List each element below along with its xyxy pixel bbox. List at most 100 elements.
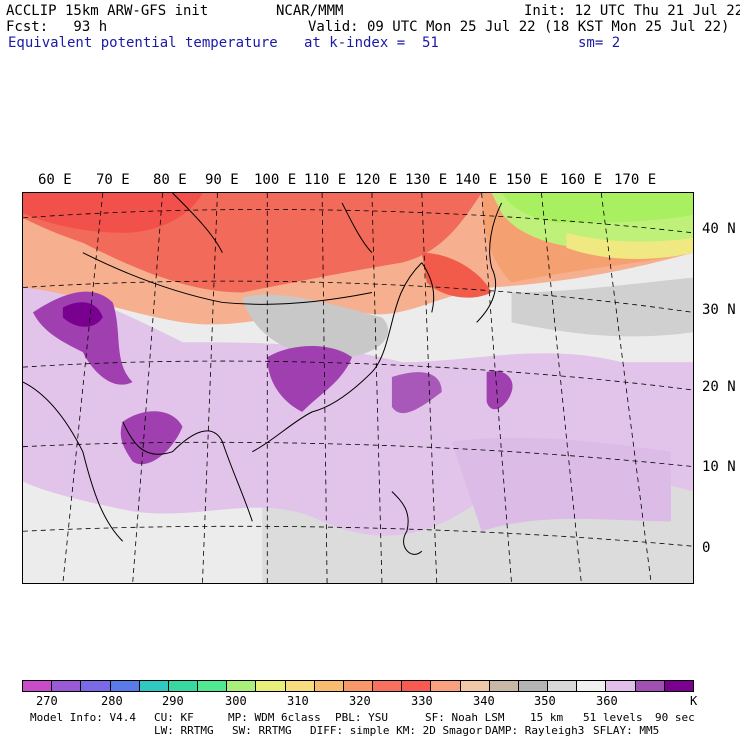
colorbar-swatch	[664, 681, 693, 691]
colorbar-swatch	[635, 681, 665, 691]
colorbar-swatch	[343, 681, 374, 691]
shortwave-scheme: SW: RRTMG	[232, 724, 292, 737]
valid-time: Valid: 09 UTC Mon 25 Jul 22 (18 KST Mon …	[308, 19, 730, 35]
colorbar-swatch	[227, 681, 257, 691]
k-index: at k-index = 51	[304, 35, 439, 51]
colorbar	[22, 680, 694, 692]
colorbar-tick: 310	[287, 694, 309, 708]
lon-label: 120 E	[355, 172, 398, 188]
colorbar-tick: 280	[101, 694, 123, 708]
lon-label: 130 E	[405, 172, 448, 188]
colorbar-tick: 350	[534, 694, 556, 708]
organization: NCAR/MMM	[276, 3, 344, 19]
lon-label: 160 E	[560, 172, 603, 188]
convection-bay-bengal	[120, 411, 183, 465]
meridian-150e	[541, 193, 582, 583]
resolution: 15 km	[530, 711, 564, 724]
colorbar-tick: 340	[473, 694, 495, 708]
lat-label: 40 N	[702, 221, 736, 237]
meridian-130e	[421, 193, 438, 583]
init-time: Init: 12 UTC Thu 21 Jul 22	[524, 3, 740, 19]
philippines-coast	[391, 491, 423, 555]
model-info: Model Info: V4.4	[30, 711, 136, 724]
colorbar-swatch	[577, 681, 607, 691]
colorbar-swatch	[606, 681, 636, 691]
lon-label: 60 E	[38, 172, 72, 188]
lon-label: 70 E	[96, 172, 130, 188]
colorbar-swatch	[285, 681, 315, 691]
colorbar-swatch	[139, 681, 169, 691]
lon-label: 110 E	[304, 172, 347, 188]
convection-pacific	[486, 370, 513, 410]
colorbar-swatch	[518, 681, 549, 691]
colorbar-swatch	[489, 681, 519, 691]
colorbar-tick: 290	[162, 694, 184, 708]
colorbar-tick: 300	[225, 694, 247, 708]
lat-label: 0	[702, 540, 711, 556]
parallel-10n	[23, 441, 693, 467]
coastline-asia	[23, 262, 423, 542]
colorbar-swatch	[460, 681, 490, 691]
diffusion-scheme: DIFF: simple KM: 2D Smagor	[310, 724, 483, 737]
lat-label: 20 N	[702, 379, 736, 395]
colorbar-swatch	[373, 681, 403, 691]
colorbar-swatch	[314, 681, 344, 691]
lon-label: 100 E	[254, 172, 297, 188]
convection-himalaya-core	[62, 302, 103, 327]
vertical-levels: 51 levels	[583, 711, 643, 724]
smoothing: sm= 2	[578, 35, 621, 51]
map-panel	[22, 192, 694, 584]
parallel-40n	[23, 209, 693, 234]
colorbar-tick: 360	[596, 694, 618, 708]
colorbar-swatch	[402, 681, 432, 691]
japan-coast	[476, 202, 503, 323]
lon-label: 170 E	[614, 172, 657, 188]
surface-layer-scheme: SFLAY: MM5	[593, 724, 660, 737]
colorbar-swatch	[110, 681, 140, 691]
lat-label: 30 N	[702, 302, 736, 318]
colorbar-swatch	[431, 681, 461, 691]
colorbar-tick: 320	[349, 694, 371, 708]
japan-sea-red	[421, 252, 492, 298]
cold-yellow-edge	[566, 232, 693, 259]
pacific-grey	[511, 277, 693, 337]
meridian-90e	[202, 193, 218, 583]
convection-himalaya	[32, 291, 133, 385]
model-title: ACCLIP 15km ARW-GFS init	[6, 3, 209, 19]
meridian-160e	[600, 193, 652, 583]
pacific-lavender	[451, 437, 672, 532]
lat-label: 10 N	[702, 459, 736, 475]
colorbar-swatch	[23, 681, 53, 691]
timestep: 90 sec	[655, 711, 695, 724]
microphysics-scheme: MP: WDM 6class	[228, 711, 321, 724]
midlatitude-grey	[242, 294, 389, 358]
colorbar-swatch	[256, 681, 286, 691]
forecast-hour: Fcst: 93 h	[6, 19, 108, 35]
lon-label: 140 E	[455, 172, 498, 188]
meridian-110e	[321, 193, 328, 583]
border-lines	[82, 193, 373, 305]
meridian-80e	[132, 193, 163, 583]
pbl-scheme: PBL: YSU	[335, 711, 388, 724]
field-name: Equivalent potential temperature	[8, 35, 278, 51]
korea-coast	[421, 262, 435, 313]
lon-label: 80 E	[153, 172, 187, 188]
colorbar-unit: K	[690, 694, 698, 708]
colorbar-swatch	[168, 681, 199, 691]
cold-core-green	[501, 193, 693, 223]
meridian-70e	[62, 193, 104, 583]
lon-label: 90 E	[205, 172, 239, 188]
meridian-120e	[371, 193, 383, 583]
longwave-scheme: LW: RRTMG	[154, 724, 214, 737]
colorbar-swatch	[198, 681, 228, 691]
colorbar-tick: 270	[36, 694, 58, 708]
parallel-0	[23, 525, 693, 547]
colorbar-swatch	[52, 681, 82, 691]
meridian-140e	[481, 193, 512, 583]
cumulus-scheme: CU: KF	[154, 711, 194, 724]
lon-label: 150 E	[506, 172, 549, 188]
parallel-20n	[23, 360, 693, 391]
colorbar-swatch	[81, 681, 111, 691]
surface-scheme: SF: Noah LSM	[425, 711, 505, 724]
colorbar-tick: 330	[411, 694, 433, 708]
